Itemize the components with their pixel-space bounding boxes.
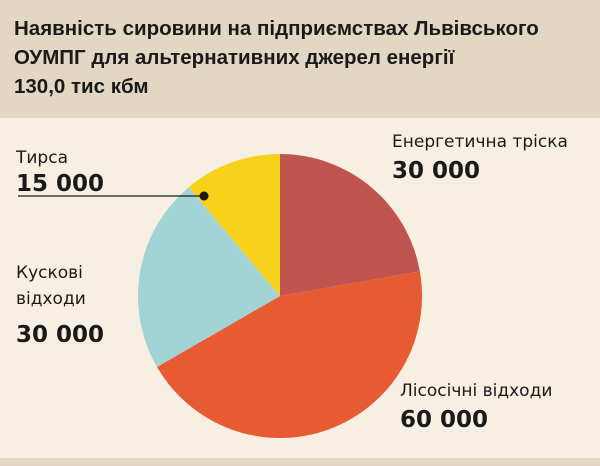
slice-name-lump-waste-line1: Кускові: [16, 263, 83, 283]
slice-lump-waste: [137, 187, 280, 367]
tyrsa-leader-dot: [199, 191, 209, 201]
slice-label-lump-waste: Кускові відходи 30 000: [16, 262, 104, 350]
slice-name-logging-waste: Лісосічні відходи: [400, 381, 553, 401]
slice-name-energy-chips: Енергетична тріска: [392, 132, 568, 152]
slice-label-energy-chips: Енергетична тріска 30 000: [392, 131, 568, 186]
slice-name-lump-waste-line2: відходи: [16, 289, 86, 309]
slice-value-lump-waste: 30 000: [16, 322, 105, 348]
header-band: Наявність сировини на підприємствах Льві…: [0, 0, 600, 118]
title-line-2: ОУМПГ для альтернативних джерел енергії: [14, 46, 455, 69]
slice-label-logging-waste: Лісосічні відходи 60 000: [400, 380, 552, 435]
footer-band: [0, 458, 600, 466]
slice-value-energy-chips: 30 000: [392, 158, 481, 184]
slice-name-sawdust: Тирса: [16, 148, 68, 168]
slice-logging-waste: [157, 271, 422, 439]
chart-title: Наявність сировини на підприємствах Льві…: [14, 14, 594, 101]
title-line-3: 130,0 тис кбм: [14, 75, 149, 98]
slice-energy-chips: [280, 154, 420, 296]
slice-label-sawdust: Тирса 15 000: [16, 147, 104, 199]
slice-value-logging-waste: 60 000: [400, 407, 489, 433]
title-line-1: Наявність сировини на підприємствах Льві…: [14, 17, 539, 40]
pie-slices: [137, 154, 422, 439]
slice-sawdust: [188, 154, 280, 296]
slice-value-sawdust: 15 000: [16, 171, 105, 197]
